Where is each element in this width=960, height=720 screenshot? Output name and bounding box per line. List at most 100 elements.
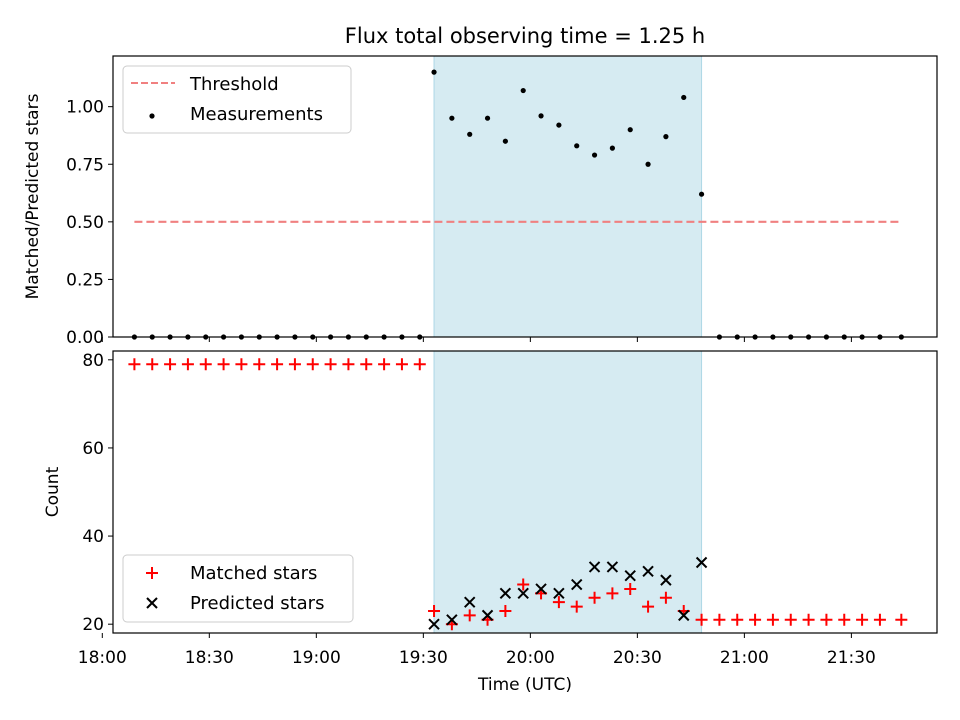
measurement-point bbox=[574, 143, 580, 149]
predicted-star-point bbox=[499, 587, 512, 600]
measurement-point bbox=[467, 131, 473, 137]
matched-star-point bbox=[695, 613, 708, 626]
matched-star-point bbox=[253, 358, 266, 371]
x-tick-label: 19:00 bbox=[292, 648, 341, 668]
predicted-star-point bbox=[660, 574, 672, 586]
top-shaded-span bbox=[433, 55, 703, 338]
matched-star-point bbox=[288, 358, 301, 371]
measurement-point bbox=[681, 94, 687, 101]
predicted-star-point bbox=[464, 596, 476, 608]
measurement-point bbox=[556, 122, 562, 128]
matched-star-point bbox=[428, 604, 441, 617]
measurement-point bbox=[645, 161, 651, 167]
matched-star-point bbox=[820, 613, 833, 626]
top-legend-threshold-label: Threshold bbox=[189, 74, 279, 95]
matched-star-point bbox=[378, 358, 391, 371]
matched-star-point bbox=[463, 609, 476, 622]
top-legend-measurements-swatch bbox=[149, 113, 155, 119]
matched-star-point bbox=[517, 578, 530, 591]
matched-star-point bbox=[642, 600, 655, 613]
y-tick-label: 0.00 bbox=[66, 328, 104, 348]
y-tick-label: 0.50 bbox=[66, 213, 104, 233]
x-tick-label: 18:00 bbox=[78, 648, 127, 668]
measurement-point bbox=[484, 115, 491, 121]
matched-star-point bbox=[199, 358, 212, 371]
bottom-legend-predicted-label: Predicted stars bbox=[190, 593, 324, 614]
bottom-y-axis-label: Count bbox=[43, 466, 63, 517]
matched-star-point bbox=[624, 582, 637, 595]
matched-star-point bbox=[784, 613, 797, 626]
matched-star-point bbox=[271, 358, 284, 371]
y-tick-label: 60 bbox=[82, 439, 104, 459]
matched-star-point bbox=[217, 358, 230, 371]
matched-star-point bbox=[802, 613, 815, 626]
x-tick-label: 21:30 bbox=[827, 648, 876, 668]
matched-star-point bbox=[838, 613, 851, 626]
measurement-point bbox=[591, 152, 598, 158]
bottom-legend-matched-swatch bbox=[146, 567, 158, 579]
y-tick-label: 0.75 bbox=[66, 155, 104, 175]
measurement-point bbox=[520, 87, 526, 94]
measurement-point bbox=[609, 145, 615, 151]
predicted-star-point bbox=[678, 609, 690, 622]
y-tick-label: 0.25 bbox=[66, 270, 104, 290]
predicted-star-point bbox=[535, 583, 547, 595]
top-legend: Threshold Measurements bbox=[122, 65, 352, 134]
matched-star-point bbox=[713, 613, 726, 626]
measurement-point bbox=[502, 138, 508, 144]
matched-star-point bbox=[181, 358, 194, 371]
matched-star-point bbox=[749, 613, 762, 626]
matched-star-point bbox=[360, 358, 373, 371]
x-tick-label: 20:00 bbox=[506, 648, 555, 668]
top-legend-box bbox=[122, 65, 352, 134]
matched-star-point bbox=[731, 613, 744, 626]
matched-star-point bbox=[146, 358, 159, 371]
measurement-point bbox=[698, 191, 705, 197]
chart-title: Flux total observing time = 1.25 h bbox=[345, 24, 705, 48]
bottom-shaded-span bbox=[433, 350, 703, 634]
predicted-star-point bbox=[606, 561, 619, 573]
top-legend-measurements-label: Measurements bbox=[190, 104, 323, 125]
matched-star-point bbox=[306, 358, 319, 371]
x-tick-label: 20:30 bbox=[613, 648, 662, 668]
matched-star-point bbox=[588, 591, 601, 604]
matched-star-point bbox=[342, 358, 355, 371]
matched-star-point bbox=[413, 358, 426, 371]
matched-star-point bbox=[895, 613, 908, 626]
y-tick-label: 40 bbox=[82, 527, 104, 547]
x-tick-label: 19:30 bbox=[399, 648, 448, 668]
predicted-star-point bbox=[553, 587, 565, 600]
predicted-star-point bbox=[642, 565, 654, 578]
predicted-star-point bbox=[428, 618, 440, 630]
predicted-star-point bbox=[571, 578, 583, 591]
bottom-series-layer bbox=[128, 358, 908, 631]
predicted-star-point bbox=[588, 561, 601, 573]
matched-star-point bbox=[395, 358, 408, 371]
bottom-panel: 20 40 60 80 18:00 18:30 19:00 19:30 20:00 20:30 21… bbox=[43, 350, 938, 695]
matched-star-point bbox=[570, 600, 583, 613]
matched-star-point bbox=[164, 358, 177, 371]
predicted-star-point bbox=[624, 570, 636, 582]
predicted-star-point bbox=[695, 556, 708, 569]
matched-star-point bbox=[552, 596, 565, 609]
matched-star-point bbox=[659, 591, 672, 604]
top-panel: 0.00 0.25 0.50 0.75 1.00 Matched/Predicted s… bbox=[23, 55, 938, 348]
x-tick-label: 18:30 bbox=[185, 648, 234, 668]
matched-star-point bbox=[128, 358, 141, 371]
x-tick-label: 21:00 bbox=[720, 648, 769, 668]
matched-star-point bbox=[606, 587, 619, 600]
matched-star-point bbox=[856, 613, 869, 626]
measurement-point bbox=[663, 134, 669, 140]
measurement-point bbox=[627, 127, 633, 133]
top-ticks-layer: 0.00 0.25 0.50 0.75 1.00 bbox=[66, 98, 852, 348]
measurement-point bbox=[538, 113, 544, 119]
y-tick-label: 20 bbox=[82, 615, 104, 635]
top-y-axis-label: Matched/Predicted stars bbox=[23, 93, 43, 299]
matched-star-point bbox=[324, 358, 337, 371]
y-tick-label: 80 bbox=[82, 351, 104, 371]
predicted-star-point bbox=[446, 614, 458, 626]
predicted-star-point bbox=[481, 609, 494, 622]
bottom-ticks-layer: 20 40 60 80 18:00 18:30 19:00 19:30 20:00 20:30 21… bbox=[78, 351, 876, 668]
measurement-point bbox=[449, 115, 455, 121]
